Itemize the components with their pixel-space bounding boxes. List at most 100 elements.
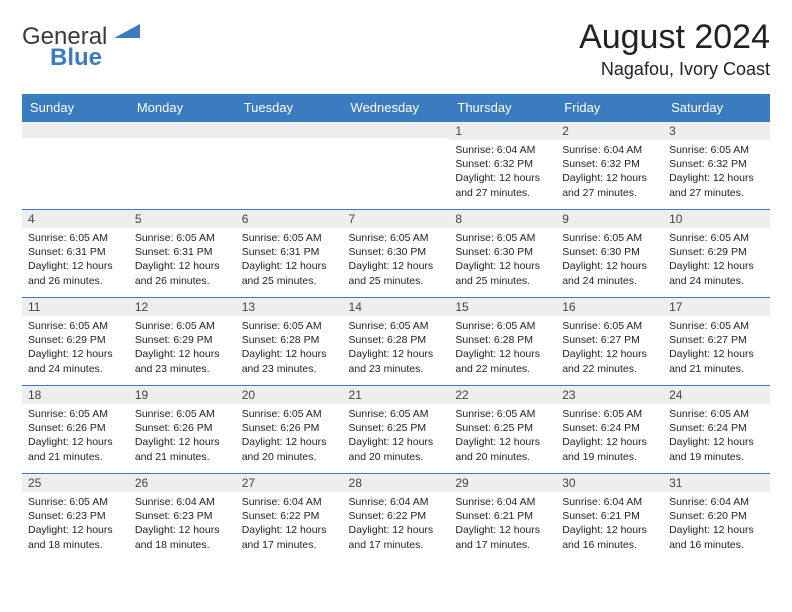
sunrise-text: Sunrise: 6:05 AM [669,407,764,421]
sunrise-text: Sunrise: 6:05 AM [349,319,444,333]
cell-body: Sunrise: 6:05 AMSunset: 6:25 PMDaylight:… [449,404,556,468]
sunset-text: Sunset: 6:25 PM [455,421,550,435]
daylight-text: Daylight: 12 hours and 18 minutes. [135,523,230,551]
day-number: 10 [663,210,770,228]
day-number: 16 [556,298,663,316]
daylight-text: Daylight: 12 hours and 17 minutes. [242,523,337,551]
cell-body: Sunrise: 6:04 AMSunset: 6:32 PMDaylight:… [449,140,556,204]
calendar-cell: 9Sunrise: 6:05 AMSunset: 6:30 PMDaylight… [556,210,663,298]
calendar-cell: 11Sunrise: 6:05 AMSunset: 6:29 PMDayligh… [22,298,129,386]
daylight-text: Daylight: 12 hours and 23 minutes. [349,347,444,375]
daylight-text: Daylight: 12 hours and 24 minutes. [562,259,657,287]
sunrise-text: Sunrise: 6:05 AM [28,319,123,333]
day-number [236,122,343,138]
weekday-header: Saturday [663,94,770,122]
day-number: 14 [343,298,450,316]
cell-body: Sunrise: 6:05 AMSunset: 6:23 PMDaylight:… [22,492,129,556]
day-number [129,122,236,138]
weekday-header: Thursday [449,94,556,122]
daylight-text: Daylight: 12 hours and 16 minutes. [669,523,764,551]
cell-body: Sunrise: 6:05 AMSunset: 6:24 PMDaylight:… [556,404,663,468]
sunset-text: Sunset: 6:28 PM [242,333,337,347]
day-number: 21 [343,386,450,404]
calendar-week-row: 1Sunrise: 6:04 AMSunset: 6:32 PMDaylight… [22,122,770,210]
day-number: 26 [129,474,236,492]
calendar-cell: 30Sunrise: 6:04 AMSunset: 6:21 PMDayligh… [556,474,663,562]
cell-body: Sunrise: 6:04 AMSunset: 6:32 PMDaylight:… [556,140,663,204]
sunrise-text: Sunrise: 6:04 AM [242,495,337,509]
cell-body: Sunrise: 6:05 AMSunset: 6:25 PMDaylight:… [343,404,450,468]
weekday-header: Wednesday [343,94,450,122]
cell-body: Sunrise: 6:05 AMSunset: 6:30 PMDaylight:… [556,228,663,292]
sunrise-text: Sunrise: 6:04 AM [135,495,230,509]
sunrise-text: Sunrise: 6:05 AM [455,231,550,245]
sunset-text: Sunset: 6:28 PM [349,333,444,347]
day-number: 3 [663,122,770,140]
calendar-cell: 8Sunrise: 6:05 AMSunset: 6:30 PMDaylight… [449,210,556,298]
daylight-text: Daylight: 12 hours and 24 minutes. [669,259,764,287]
calendar-cell: 22Sunrise: 6:05 AMSunset: 6:25 PMDayligh… [449,386,556,474]
cell-body: Sunrise: 6:04 AMSunset: 6:21 PMDaylight:… [449,492,556,556]
weekday-header: Friday [556,94,663,122]
logo-blue-text: Blue [50,45,140,70]
daylight-text: Daylight: 12 hours and 26 minutes. [135,259,230,287]
calendar-cell: 18Sunrise: 6:05 AMSunset: 6:26 PMDayligh… [22,386,129,474]
day-number: 7 [343,210,450,228]
day-number: 12 [129,298,236,316]
day-number: 20 [236,386,343,404]
calendar-table: SundayMondayTuesdayWednesdayThursdayFrid… [22,94,770,562]
location-text: Nagafou, Ivory Coast [579,59,770,80]
calendar-cell: 5Sunrise: 6:05 AMSunset: 6:31 PMDaylight… [129,210,236,298]
calendar-week-row: 11Sunrise: 6:05 AMSunset: 6:29 PMDayligh… [22,298,770,386]
daylight-text: Daylight: 12 hours and 27 minutes. [455,171,550,199]
sunset-text: Sunset: 6:24 PM [562,421,657,435]
cell-body: Sunrise: 6:05 AMSunset: 6:28 PMDaylight:… [449,316,556,380]
calendar-week-row: 18Sunrise: 6:05 AMSunset: 6:26 PMDayligh… [22,386,770,474]
daylight-text: Daylight: 12 hours and 24 minutes. [28,347,123,375]
logo: General Blue [22,24,140,70]
sunset-text: Sunset: 6:32 PM [669,157,764,171]
calendar-cell [22,122,129,210]
sunset-text: Sunset: 6:31 PM [28,245,123,259]
calendar-cell: 25Sunrise: 6:05 AMSunset: 6:23 PMDayligh… [22,474,129,562]
day-number: 4 [22,210,129,228]
daylight-text: Daylight: 12 hours and 18 minutes. [28,523,123,551]
day-number: 27 [236,474,343,492]
cell-body [22,138,129,145]
sunrise-text: Sunrise: 6:05 AM [242,319,337,333]
calendar-cell: 31Sunrise: 6:04 AMSunset: 6:20 PMDayligh… [663,474,770,562]
sunset-text: Sunset: 6:27 PM [669,333,764,347]
day-number: 13 [236,298,343,316]
sunset-text: Sunset: 6:24 PM [669,421,764,435]
calendar-cell: 24Sunrise: 6:05 AMSunset: 6:24 PMDayligh… [663,386,770,474]
cell-body: Sunrise: 6:04 AMSunset: 6:23 PMDaylight:… [129,492,236,556]
daylight-text: Daylight: 12 hours and 20 minutes. [455,435,550,463]
day-number: 9 [556,210,663,228]
daylight-text: Daylight: 12 hours and 22 minutes. [455,347,550,375]
sunset-text: Sunset: 6:31 PM [242,245,337,259]
daylight-text: Daylight: 12 hours and 19 minutes. [562,435,657,463]
daylight-text: Daylight: 12 hours and 16 minutes. [562,523,657,551]
sunset-text: Sunset: 6:21 PM [455,509,550,523]
sunrise-text: Sunrise: 6:04 AM [455,495,550,509]
day-number: 5 [129,210,236,228]
day-number: 28 [343,474,450,492]
calendar-cell [343,122,450,210]
weekday-header: Monday [129,94,236,122]
sunset-text: Sunset: 6:21 PM [562,509,657,523]
day-number: 8 [449,210,556,228]
calendar-cell: 3Sunrise: 6:05 AMSunset: 6:32 PMDaylight… [663,122,770,210]
cell-body: Sunrise: 6:05 AMSunset: 6:24 PMDaylight:… [663,404,770,468]
calendar-cell: 15Sunrise: 6:05 AMSunset: 6:28 PMDayligh… [449,298,556,386]
day-number: 19 [129,386,236,404]
calendar-cell: 17Sunrise: 6:05 AMSunset: 6:27 PMDayligh… [663,298,770,386]
day-number: 29 [449,474,556,492]
sunset-text: Sunset: 6:22 PM [349,509,444,523]
sunrise-text: Sunrise: 6:05 AM [135,231,230,245]
cell-body: Sunrise: 6:05 AMSunset: 6:29 PMDaylight:… [22,316,129,380]
cell-body: Sunrise: 6:05 AMSunset: 6:27 PMDaylight:… [663,316,770,380]
sunrise-text: Sunrise: 6:04 AM [562,143,657,157]
daylight-text: Daylight: 12 hours and 25 minutes. [455,259,550,287]
cell-body: Sunrise: 6:05 AMSunset: 6:29 PMDaylight:… [129,316,236,380]
sunset-text: Sunset: 6:23 PM [135,509,230,523]
